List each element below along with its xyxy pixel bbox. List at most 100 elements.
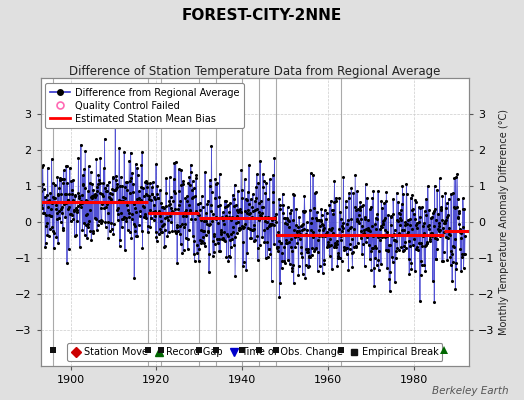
- Point: [104, 219, 112, 225]
- Point: [294, 224, 302, 230]
- Point: [461, 233, 469, 240]
- Point: [366, 248, 375, 254]
- Point: [266, 221, 274, 228]
- Point: [189, 232, 197, 239]
- Point: [244, 225, 253, 231]
- Point: [320, 225, 328, 232]
- Point: [279, 210, 287, 216]
- Point: [250, 226, 258, 232]
- Point: [418, 262, 426, 268]
- Point: [446, 228, 454, 234]
- Point: [268, 220, 277, 227]
- Point: [435, 228, 443, 234]
- Point: [169, 198, 178, 204]
- Point: [215, 170, 224, 177]
- Point: [258, 210, 266, 216]
- Point: [37, 202, 45, 209]
- Point: [454, 208, 463, 214]
- Point: [230, 242, 238, 248]
- Point: [248, 226, 256, 233]
- Point: [325, 252, 334, 259]
- Point: [241, 220, 249, 227]
- Point: [237, 208, 245, 215]
- Point: [322, 231, 331, 237]
- Point: [76, 200, 84, 206]
- Point: [177, 167, 185, 173]
- Point: [254, 244, 262, 251]
- Point: [122, 214, 130, 221]
- Point: [301, 274, 309, 281]
- Point: [391, 279, 399, 286]
- Point: [318, 212, 326, 218]
- Point: [246, 209, 254, 216]
- Point: [38, 204, 47, 211]
- Point: [329, 210, 337, 217]
- Point: [394, 199, 402, 205]
- Point: [120, 149, 128, 155]
- Point: [41, 239, 50, 246]
- Point: [222, 198, 231, 204]
- Point: [178, 250, 187, 256]
- Point: [116, 237, 125, 243]
- Point: [67, 218, 75, 224]
- Point: [54, 208, 63, 214]
- Point: [457, 267, 465, 274]
- Text: FOREST-CITY-2NNE: FOREST-CITY-2NNE: [182, 8, 342, 23]
- Point: [320, 261, 329, 268]
- Point: [397, 207, 405, 213]
- Point: [403, 230, 412, 237]
- Point: [239, 239, 247, 245]
- Point: [160, 204, 168, 211]
- Point: [352, 243, 360, 249]
- Point: [94, 172, 103, 178]
- Point: [460, 251, 468, 257]
- Point: [216, 202, 225, 208]
- Point: [433, 246, 441, 252]
- Point: [115, 145, 123, 151]
- Point: [312, 216, 321, 223]
- Point: [135, 194, 144, 201]
- Point: [274, 229, 282, 235]
- Point: [213, 180, 221, 186]
- Point: [275, 196, 283, 202]
- Point: [77, 198, 85, 204]
- Point: [139, 185, 147, 192]
- Point: [164, 216, 172, 223]
- Point: [440, 220, 449, 226]
- Point: [252, 195, 260, 201]
- Point: [101, 219, 110, 226]
- Point: [154, 191, 162, 198]
- Point: [51, 202, 60, 208]
- Point: [95, 189, 104, 196]
- Point: [231, 234, 239, 240]
- Point: [222, 213, 230, 219]
- Point: [258, 204, 267, 210]
- Point: [350, 244, 358, 250]
- Point: [72, 209, 81, 215]
- Point: [293, 233, 302, 239]
- Point: [441, 190, 450, 196]
- Point: [225, 209, 234, 216]
- Point: [66, 211, 74, 218]
- Point: [328, 225, 336, 232]
- Point: [277, 264, 286, 271]
- Point: [194, 201, 202, 207]
- Point: [159, 222, 167, 228]
- Point: [114, 204, 122, 211]
- Point: [435, 175, 444, 182]
- Point: [446, 262, 455, 268]
- Point: [137, 162, 146, 168]
- Point: [100, 165, 108, 171]
- Point: [62, 162, 71, 169]
- Point: [117, 174, 125, 180]
- Point: [128, 216, 137, 222]
- Point: [150, 202, 158, 209]
- Point: [252, 184, 260, 190]
- Point: [172, 229, 180, 235]
- Point: [445, 225, 453, 231]
- Point: [97, 217, 105, 223]
- Point: [423, 183, 432, 189]
- Point: [258, 234, 266, 240]
- Point: [271, 216, 280, 222]
- Point: [370, 283, 378, 289]
